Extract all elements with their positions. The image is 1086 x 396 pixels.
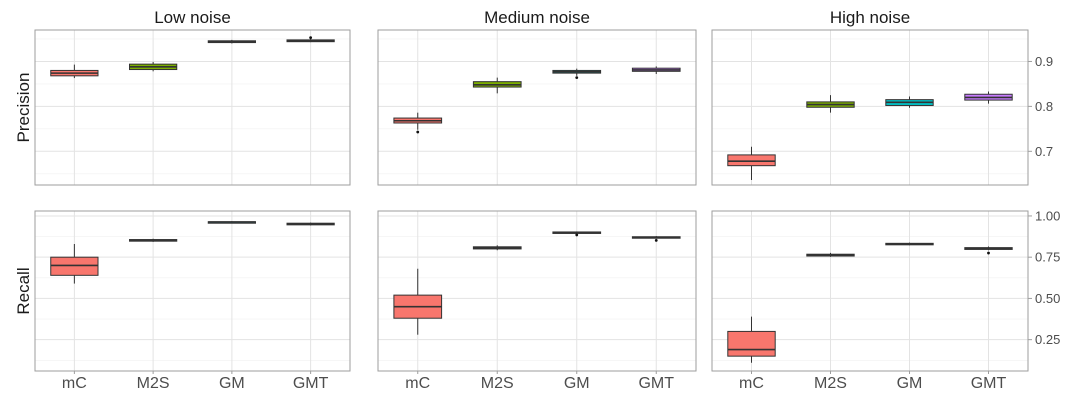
box-body xyxy=(50,256,99,276)
facet-title-low-noise: Low noise xyxy=(154,8,231,27)
text-layer: Low noise Medium noise High noise 0.7 0.8 0.9… xyxy=(14,8,1060,392)
x-tick-label-m2s: M2S xyxy=(814,375,847,392)
row-label-precision: Precision xyxy=(14,73,33,143)
outlier-point xyxy=(654,238,658,242)
box-precision-medium-noise-mc xyxy=(393,112,443,134)
box-recall-high-noise-m2s xyxy=(806,252,855,257)
x-tick-label-gm: GM xyxy=(897,375,923,392)
box-precision-high-noise-m2s xyxy=(806,95,855,113)
x-tick-label-gmt: GMT xyxy=(638,375,674,392)
box-recall-low-noise-gmt xyxy=(286,222,335,226)
outlier-point xyxy=(416,130,420,134)
outlier-point xyxy=(309,36,313,40)
box-precision-high-noise-gmt xyxy=(964,91,1013,104)
box-recall-medium-noise-gm xyxy=(552,231,602,237)
x-tick-label-gm: GM xyxy=(564,375,590,392)
outlier-point xyxy=(575,233,579,237)
facet-title-medium-noise: Medium noise xyxy=(484,8,590,27)
outlier-point xyxy=(575,76,579,80)
y-tick-label-recall: 1.00 xyxy=(1035,208,1060,223)
y-tick-label-precision: 0.9 xyxy=(1035,54,1053,69)
y-tick-label-recall: 0.75 xyxy=(1035,250,1060,265)
box-precision-high-noise-mc xyxy=(727,146,776,181)
panel-border-recall-low-noise xyxy=(34,210,351,372)
box-recall-high-noise-mc xyxy=(727,316,776,363)
box-precision-medium-noise-gmt xyxy=(631,66,681,75)
box-precision-low-noise-mc xyxy=(50,64,99,79)
box-precision-high-noise-gm xyxy=(885,96,934,108)
box-layer xyxy=(50,36,1013,363)
panel-border-recall-medium-noise xyxy=(377,210,697,372)
x-tick-label-mc: mC xyxy=(739,375,764,392)
x-tick-label-mc: mC xyxy=(62,375,87,392)
x-tick-label-mc: mC xyxy=(405,375,430,392)
box-recall-medium-noise-gmt xyxy=(631,236,681,242)
y-tick-label-precision: 0.7 xyxy=(1035,144,1053,159)
panel-border-precision-high-noise xyxy=(711,29,1029,186)
y-tick-label-recall: 0.25 xyxy=(1035,332,1060,347)
frame-layer xyxy=(34,29,1032,374)
box-recall-medium-noise-m2s xyxy=(472,245,522,251)
box-recall-medium-noise-mc xyxy=(393,268,443,335)
facet-title-high-noise: High noise xyxy=(830,8,910,27)
box-body xyxy=(727,154,776,167)
outlier-point xyxy=(987,251,990,255)
box-precision-low-noise-gm xyxy=(207,39,256,44)
box-recall-low-noise-m2s xyxy=(129,238,178,242)
box-recall-low-noise-gm xyxy=(207,221,256,224)
y-tick-label-precision: 0.8 xyxy=(1035,99,1053,114)
panel-border-precision-low-noise xyxy=(34,29,351,186)
y-tick-label-recall: 0.50 xyxy=(1035,291,1060,306)
panel-border-precision-medium-noise xyxy=(377,29,697,186)
box-precision-medium-noise-m2s xyxy=(472,77,522,94)
x-tick-label-gmt: GMT xyxy=(293,375,329,392)
grid-layer xyxy=(35,30,1028,371)
box-precision-medium-noise-gm xyxy=(552,68,602,80)
x-tick-label-gm: GM xyxy=(219,375,245,392)
x-tick-label-m2s: M2S xyxy=(481,375,514,392)
x-tick-label-m2s: M2S xyxy=(137,375,170,392)
row-label-recall: Recall xyxy=(14,267,33,314)
box-recall-low-noise-mc xyxy=(50,243,99,284)
box-body xyxy=(727,330,776,357)
x-tick-label-gmt: GMT xyxy=(971,375,1007,392)
box-precision-low-noise-m2s xyxy=(129,61,178,72)
box-recall-high-noise-gm xyxy=(885,242,934,246)
box-precision-low-noise-gmt xyxy=(286,36,335,43)
box-recall-high-noise-gmt xyxy=(964,246,1013,255)
panel-border-recall-high-noise xyxy=(711,210,1029,372)
